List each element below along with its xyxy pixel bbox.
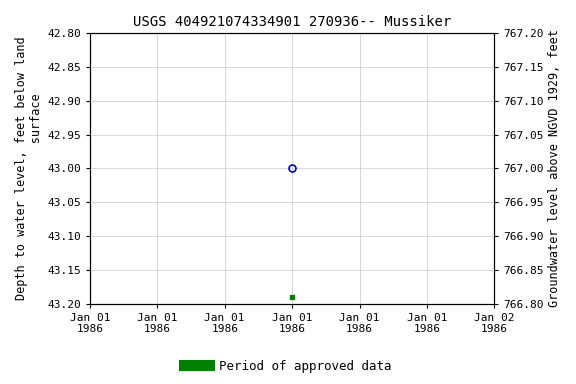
Title: USGS 404921074334901 270936-- Mussiker: USGS 404921074334901 270936-- Mussiker [133,15,451,29]
Y-axis label: Groundwater level above NGVD 1929, feet: Groundwater level above NGVD 1929, feet [548,30,561,307]
Y-axis label: Depth to water level, feet below land
              surface: Depth to water level, feet below land su… [15,36,43,300]
Legend: Period of approved data: Period of approved data [179,355,397,378]
